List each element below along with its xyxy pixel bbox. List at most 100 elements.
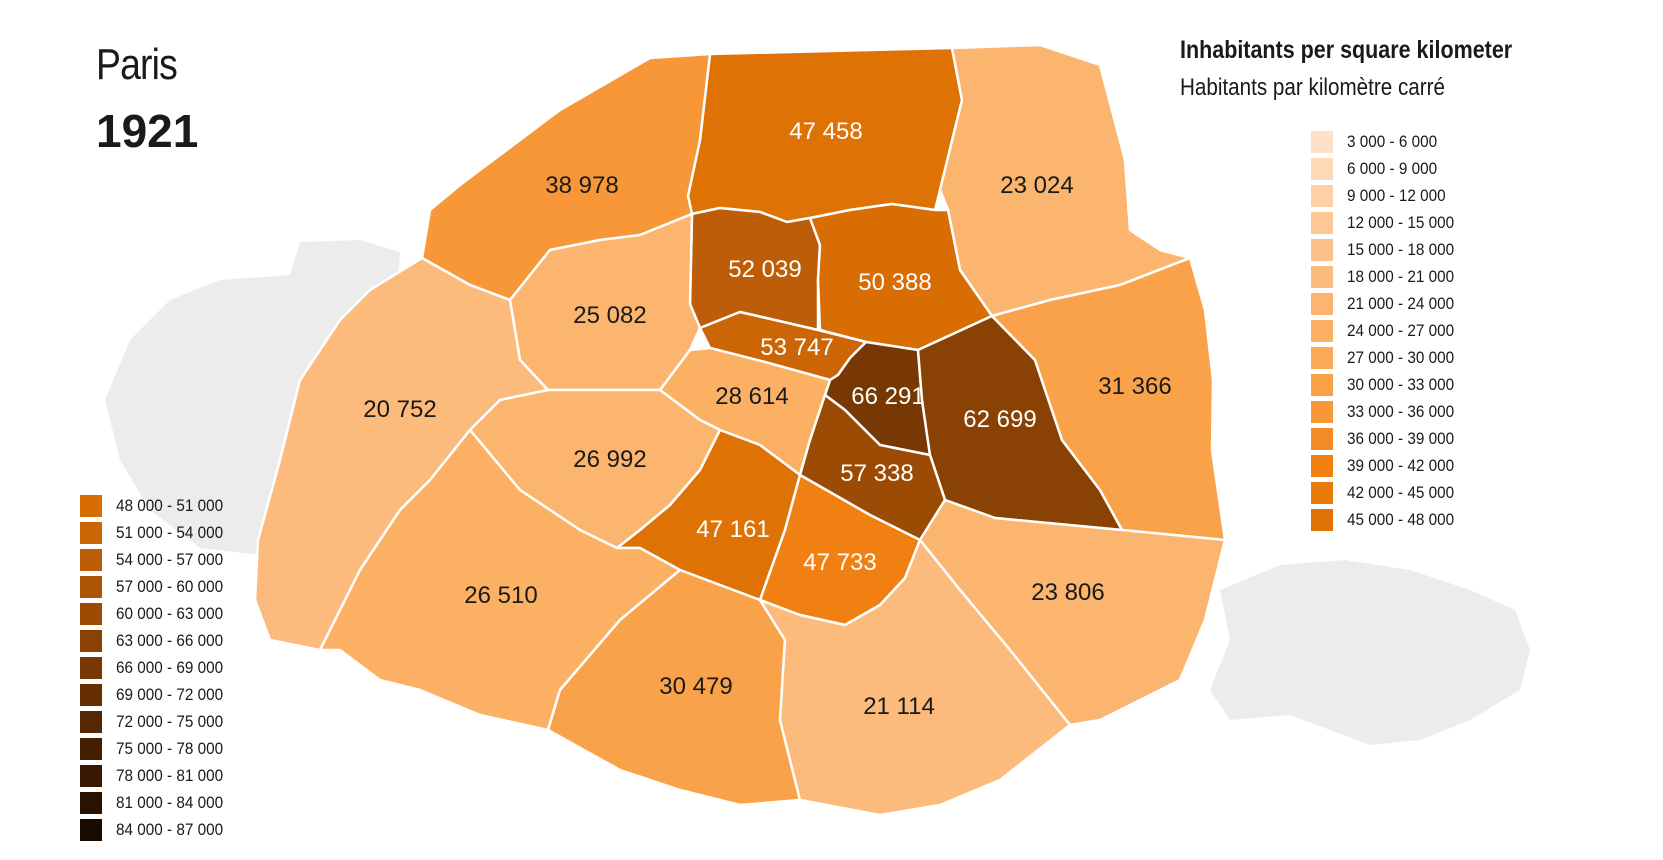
legend-swatch [80,737,102,760]
legend-label: 21 000 - 24 000 [1347,293,1455,313]
legend-right-item: 36 000 - 39 000 [1311,425,1466,452]
legend-swatch [1311,157,1333,180]
legend-swatch [1311,508,1333,531]
legend-label: 69 000 - 72 000 [116,684,224,704]
legend-title: Inhabitants per square kilometer [1180,36,1513,64]
arrondissement-13[interactable] [758,538,1072,817]
legend-label: 54 000 - 57 000 [116,549,224,569]
legend-swatch [80,575,102,598]
legend-swatch [80,683,102,706]
label-arrondissement-5: 47 161 [696,516,769,543]
legend-swatch [1311,265,1333,288]
legend-label: 45 000 - 48 000 [1347,509,1455,529]
legend-swatch [1311,373,1333,396]
legend-label: 6 000 - 9 000 [1347,158,1438,178]
legend-swatch [80,629,102,652]
arrondissement-20[interactable] [990,256,1227,542]
label-arrondissement-8: 25 082 [573,302,646,329]
legend-label: 15 000 - 18 000 [1347,239,1455,259]
legend-swatch [1311,184,1333,207]
legend-swatch [1311,319,1333,342]
label-arrondissement-12: 23 806 [1031,579,1104,606]
legend-swatch [1311,454,1333,477]
legend-left-item: 72 000 - 75 000 [80,708,235,735]
legend-left-item: 57 000 - 60 000 [80,573,235,600]
label-arrondissement-11: 62 699 [963,406,1036,433]
label-arrondissement-1: 53 747 [760,334,833,361]
legend-label: 30 000 - 33 000 [1347,374,1455,394]
label-arrondissement-14: 30 479 [659,673,732,700]
legend-label: 12 000 - 15 000 [1347,212,1455,232]
legend-right-item: 15 000 - 18 000 [1311,236,1466,263]
legend-swatch [1311,211,1333,234]
legend-label: 3 000 - 6 000 [1347,131,1438,151]
legend-swatch [80,818,102,841]
legend-right-item: 33 000 - 36 000 [1311,398,1466,425]
legend-swatch [1311,400,1333,423]
legend-right-item: 39 000 - 42 000 [1311,452,1466,479]
legend-right-item: 24 000 - 27 000 [1311,317,1466,344]
legend-swatch [1311,130,1333,153]
legend-right-item: 6 000 - 9 000 [1311,155,1466,182]
label-arrondissement-15: 26 510 [464,582,537,609]
legend-label: 63 000 - 66 000 [116,630,224,650]
legend-right-item: 12 000 - 15 000 [1311,209,1466,236]
legend-right-item: 42 000 - 45 000 [1311,479,1466,506]
label-arrondissement-19: 23 024 [1000,172,1073,199]
legend-subtitle: Habitants par kilomètre carré [1180,74,1445,101]
legend-right-item: 3 000 - 6 000 [1311,128,1466,155]
legend-left-item: 48 000 - 51 000 [80,492,235,519]
legend-label: 81 000 - 84 000 [116,792,224,812]
label-arrondissement-6: 28 614 [715,383,788,410]
legend-list-left: 48 000 - 51 000 51 000 - 54 000 54 000 - 5… [80,492,235,843]
legend-label: 9 000 - 12 000 [1347,185,1446,205]
legend-label: 51 000 - 54 000 [116,522,224,542]
legend-label: 57 000 - 60 000 [116,576,224,596]
legend-label: 78 000 - 81 000 [116,765,224,785]
arrondissement-10[interactable] [808,202,994,352]
legend-label: 18 000 - 21 000 [1347,266,1455,286]
legend-label: 27 000 - 30 000 [1347,347,1455,367]
legend-swatch [80,710,102,733]
legend-swatch [1311,346,1333,369]
legend-left-item: 54 000 - 57 000 [80,546,235,573]
legend-swatch [1311,292,1333,315]
label-arrondissement-20: 31 366 [1098,373,1171,400]
label-arrondissement-16: 20 752 [363,396,436,423]
bois-de-boulogne [105,240,400,555]
legend-left-item: 84 000 - 87 000 [80,816,235,843]
map-city-title: Paris [96,40,178,89]
legend-left-item: 63 000 - 66 000 [80,627,235,654]
label-arrondissement-18: 47 458 [789,118,862,145]
map-year-title: 1921 [96,105,199,157]
legend-left-item: 75 000 - 78 000 [80,735,235,762]
label-arrondissement-9: 52 039 [728,256,801,283]
legend-label: 72 000 - 75 000 [116,711,224,731]
legend-right-item: 27 000 - 30 000 [1311,344,1466,371]
legend-left-item: 66 000 - 69 000 [80,654,235,681]
bois-de-vincennes [1210,560,1530,745]
label-arrondissement-13: 21 114 [863,693,935,720]
legend-left-item: 69 000 - 72 000 [80,681,235,708]
legend-label: 36 000 - 39 000 [1347,428,1455,448]
legend-right-item: 21 000 - 24 000 [1311,290,1466,317]
legend-label: 33 000 - 36 000 [1347,401,1455,421]
legend-swatch [80,602,102,625]
legend-swatch [80,521,102,544]
legend-right-item: 45 000 - 48 000 [1311,506,1466,533]
legend-right-item: 18 000 - 21 000 [1311,263,1466,290]
legend-label: 24 000 - 27 000 [1347,320,1455,340]
legend-left-item: 78 000 - 81 000 [80,762,235,789]
legend-list-right: 3 000 - 6 000 6 000 - 9 000 9 000 - 12 000… [1311,128,1466,533]
legend-swatch [80,791,102,814]
legend-swatch [80,764,102,787]
legend-right-item: 30 000 - 33 000 [1311,371,1466,398]
legend-label: 84 000 - 87 000 [116,819,224,839]
legend-label: 48 000 - 51 000 [116,495,224,515]
legend-label: 42 000 - 45 000 [1347,482,1455,502]
legend-left-item: 81 000 - 84 000 [80,789,235,816]
label-arrondissement-7: 26 992 [573,446,646,473]
legend-label: 66 000 - 69 000 [116,657,224,677]
label-arrondissement-10: 50 388 [858,269,931,296]
